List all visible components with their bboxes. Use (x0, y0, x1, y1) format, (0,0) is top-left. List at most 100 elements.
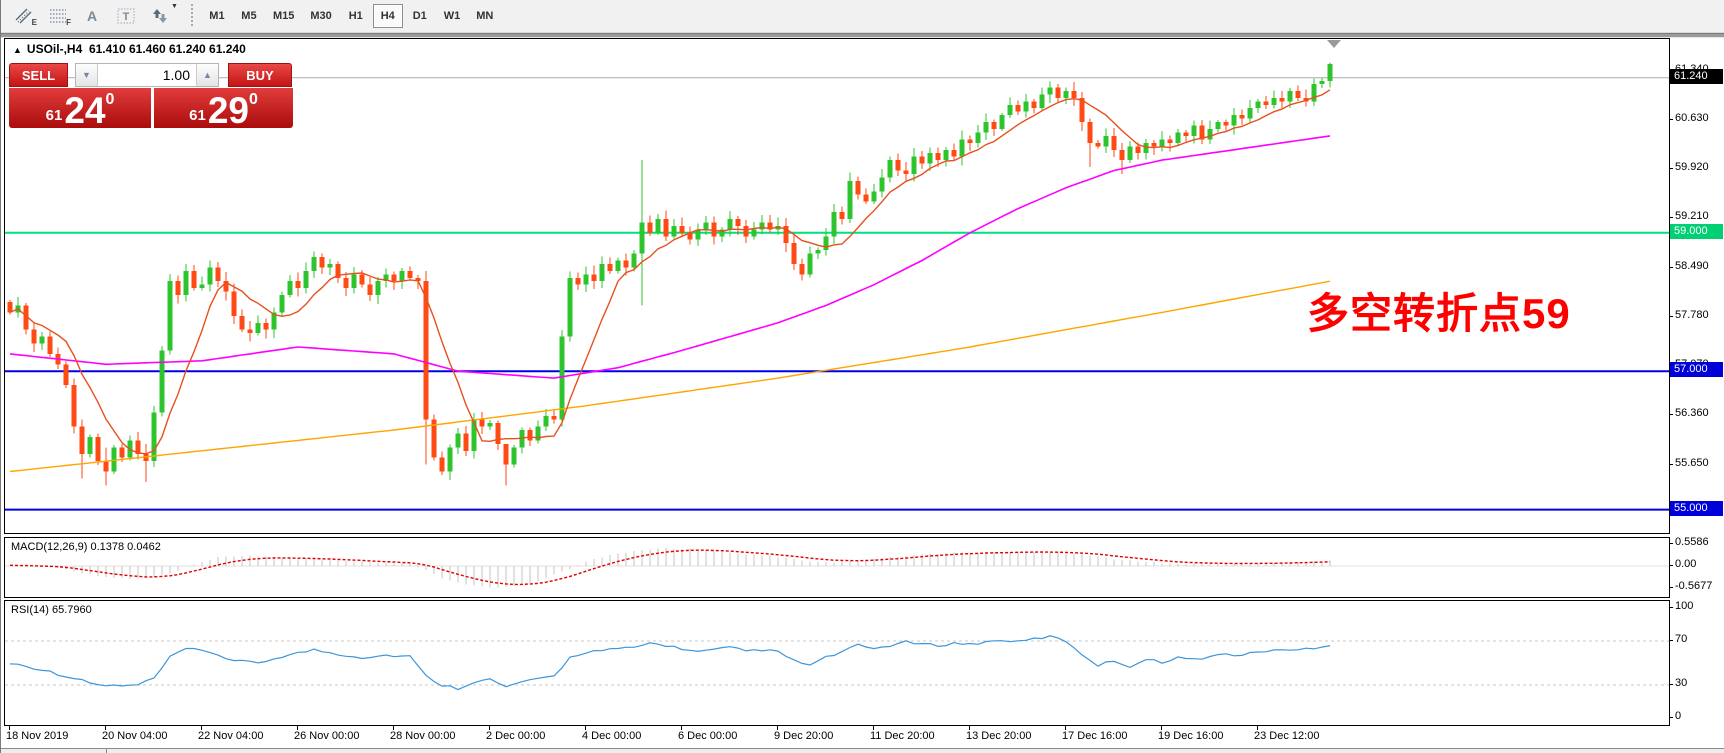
macd-axis-label: 0.5586 (1675, 536, 1709, 548)
toolbar-separator (189, 4, 195, 28)
price-tick-label: 58.490 (1675, 260, 1709, 272)
time-tick-label: 9 Dec 20:00 (774, 730, 834, 742)
time-tick-mark (777, 726, 778, 730)
time-tick-mark (393, 726, 394, 730)
timeframe-button-mn[interactable]: MN (476, 10, 494, 22)
axis-tick-mark (1670, 587, 1673, 588)
axis-tick-mark (1670, 217, 1673, 218)
timeframe-button-w1[interactable]: W1 (443, 10, 461, 22)
time-axis[interactable]: 18 Nov 2019 20 Nov 04:00 22 Nov 04:00 26 No… (4, 726, 1670, 748)
svg-text:T: T (123, 11, 130, 23)
rsi-axis-label: 70 (1675, 633, 1688, 645)
time-tick-label: 22 Nov 04:00 (198, 730, 264, 742)
price-axis[interactable]: 61.34060.63059.92059.21058.49057.78057.0… (1670, 38, 1724, 726)
axis-tick-mark (1670, 565, 1673, 566)
arrow-tool-dropdown-icon[interactable]: ▼ (171, 3, 178, 10)
volume-input[interactable] (98, 64, 196, 86)
fibonacci-tool[interactable]: F (50, 9, 71, 27)
time-tick-label: 19 Dec 16:00 (1158, 730, 1224, 742)
price-badge-55.000: 55.000 (1670, 501, 1723, 516)
time-tick-label: 28 Nov 00:00 (390, 730, 456, 742)
timeframe-button-m5[interactable]: M5 (241, 10, 257, 22)
time-tick-label: 17 Dec 16:00 (1062, 730, 1128, 742)
timeframe-group: M1 M5 M15 M30 H1 H4 D1 W1 MN (201, 4, 501, 28)
macd-axis-label: -0.5677 (1675, 580, 1713, 592)
window-splitter[interactable] (1, 33, 1724, 38)
volume-control: ▼ ▲ (75, 63, 219, 87)
text-tool[interactable]: A (75, 3, 109, 29)
time-tick-label: 13 Dec 20:00 (966, 730, 1032, 742)
sell-price-fraction: 0 (105, 91, 115, 108)
symbol-info-line: ▲ USOil-,H4 61.410 61.460 61.240 61.240 (13, 42, 246, 56)
price-tick-label: 56.360 (1675, 407, 1709, 419)
svg-text:A: A (87, 8, 97, 24)
time-tick-mark (873, 726, 874, 730)
axis-tick-mark (1670, 717, 1673, 718)
buy-price-fraction: 0 (248, 91, 258, 108)
time-tick-label: 2 Dec 00:00 (486, 730, 546, 742)
time-tick-mark (969, 726, 970, 730)
time-tick-mark (1065, 726, 1066, 730)
rsi-label: RSI(14) 65.7960 (11, 604, 92, 616)
time-tick-mark (201, 726, 202, 730)
macd-label: MACD(12,26,9) 0.1378 0.0462 (11, 541, 161, 553)
timeframe-button-d1[interactable]: D1 (412, 10, 427, 22)
time-tick-label: 6 Dec 00:00 (678, 730, 738, 742)
axis-tick-mark (1670, 414, 1673, 415)
chart-shift-marker-icon[interactable] (1327, 40, 1341, 48)
chart-tab-bar (1, 748, 1724, 753)
timeframe-button-m15[interactable]: M15 (272, 10, 295, 22)
time-tick-label: 23 Dec 12:00 (1254, 730, 1320, 742)
time-tick-mark (105, 726, 106, 730)
collapse-triangle-icon[interactable]: ▲ (13, 45, 22, 55)
ohlc-readout: 61.410 61.460 61.240 61.240 (88, 42, 246, 56)
time-tick-mark (297, 726, 298, 730)
time-tick-mark (681, 726, 682, 730)
axis-tick-mark (1670, 316, 1673, 317)
price-badge-61.240: 61.240 (1670, 69, 1723, 84)
sell-price-display[interactable]: 61 24 0 (9, 88, 151, 131)
sell-button[interactable]: SELL (9, 63, 68, 87)
axis-tick-mark (1670, 464, 1673, 465)
price-tick-label: 55.650 (1675, 457, 1709, 469)
time-tick-mark (585, 726, 586, 730)
axis-tick-mark (1670, 267, 1673, 268)
symbol-name: USOil-,H4 (26, 42, 83, 56)
axis-tick-mark (1670, 543, 1673, 544)
axis-tick-mark (1670, 607, 1673, 608)
volume-increase-button[interactable]: ▲ (196, 64, 218, 86)
time-tick-label: 4 Dec 00:00 (582, 730, 642, 742)
buy-button[interactable]: BUY (228, 63, 292, 87)
rsi-axis-label: 30 (1675, 677, 1688, 689)
equidistant-channel-tool[interactable]: E (7, 3, 41, 29)
price-tick-label: 59.210 (1675, 210, 1709, 222)
arrow-objects-tool[interactable] (143, 3, 177, 29)
time-tick-mark (9, 726, 10, 730)
time-tick-mark (489, 726, 490, 730)
text-label-tool[interactable]: T (109, 3, 143, 29)
time-tick-label: 18 Nov 2019 (6, 730, 69, 742)
toolbar: E F A T ▼ M1 M5 M15 M30 H1 H4 D1 W1 MN (1, 0, 1724, 33)
volume-decrease-button[interactable]: ▼ (76, 64, 98, 86)
chart-text-annotation: 多空转折点59 (1307, 290, 1571, 337)
time-tick-label: 26 Nov 00:00 (294, 730, 360, 742)
time-tick-mark (1257, 726, 1258, 730)
macd-axis-label: 0.00 (1675, 558, 1697, 570)
price-tick-label: 59.920 (1675, 161, 1709, 173)
timeframe-button-h4[interactable]: H4 (372, 4, 403, 28)
axis-tick-mark (1670, 684, 1673, 685)
rsi-pane[interactable] (4, 600, 1670, 726)
timeframe-button-m1[interactable]: M1 (209, 10, 225, 22)
buy-price-pips: 29 (207, 89, 249, 131)
axis-tick-mark (1670, 168, 1673, 169)
axis-tick-mark (1670, 640, 1673, 641)
timeframe-button-h1[interactable]: H1 (348, 10, 363, 22)
sell-price-whole: 61 (45, 107, 63, 124)
rsi-axis-label: 100 (1675, 600, 1694, 612)
timeframe-button-m30[interactable]: M30 (310, 10, 332, 22)
price-tick-label: 60.630 (1675, 112, 1709, 124)
sell-price-pips: 24 (64, 89, 106, 131)
buy-price-display[interactable]: 61 29 0 (154, 88, 293, 131)
price-badge-59.000: 59.000 (1670, 224, 1723, 239)
macd-pane[interactable] (4, 537, 1670, 598)
